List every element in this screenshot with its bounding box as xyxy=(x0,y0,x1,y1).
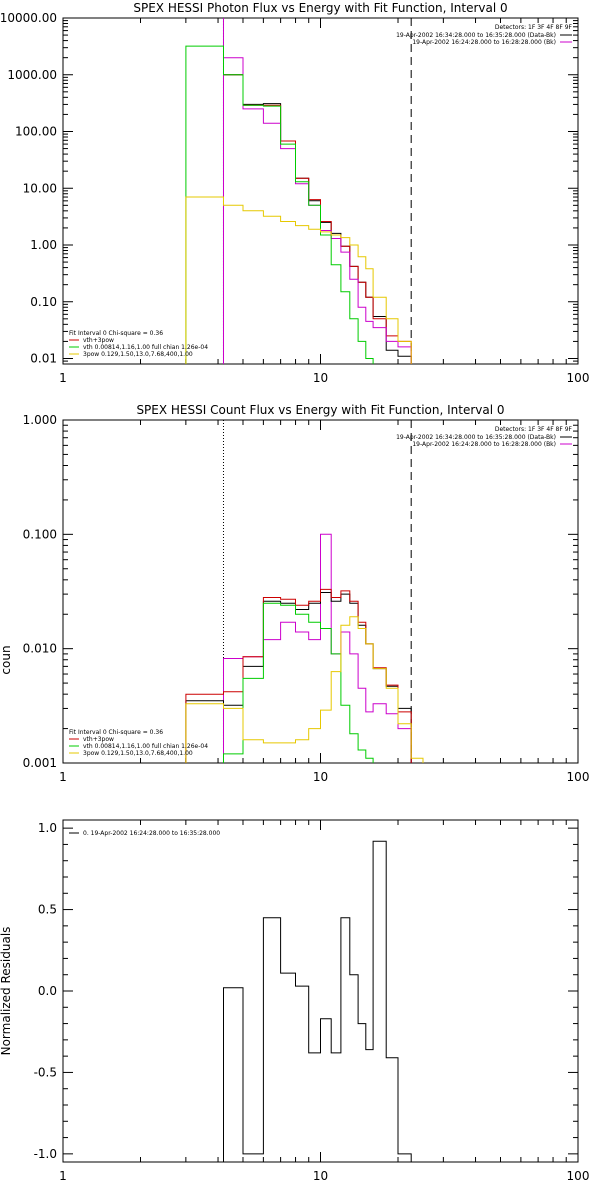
legend-right-entry: 19-Apr-2002 16:24:28.000 to 16:28:28.000… xyxy=(412,39,556,46)
y-tick-label: 0.10 xyxy=(30,295,57,309)
legend-right-entry: 19-Apr-2002 16:24:28.000 to 16:28:28.000… xyxy=(412,441,556,448)
y-tick-label: 0.100 xyxy=(23,527,57,541)
y-tick-label: -0.5 xyxy=(34,1065,57,1079)
series-line-0 xyxy=(223,840,412,1162)
plot-frame xyxy=(62,819,579,1163)
x-tick-label: 1 xyxy=(59,1169,67,1183)
series-line-3 xyxy=(185,45,374,364)
series-line-1 xyxy=(185,592,412,763)
chart-panel-1: SPEX HESSI Count Flux vs Energy with Fit… xyxy=(23,403,590,784)
legend-left-header: Fit Interval 0 Chi-square = 0.36 xyxy=(69,729,163,736)
x-tick-label: 100 xyxy=(567,770,590,784)
chart-panel-0: SPEX HESSI Photon Flux vs Energy with Fi… xyxy=(0,1,589,385)
y-tick-label: 1.000 xyxy=(23,413,57,427)
legend-left-entry: 0. 19-Apr-2002 16:24:28.000 to 16:35:28.… xyxy=(83,830,220,837)
series-line-1 xyxy=(223,74,412,364)
series-line-4 xyxy=(185,196,412,364)
legend-left-entry: vth 0.00814,1.16,1.00 full chian 1.26e-0… xyxy=(83,743,208,750)
y-axis-label-clipped: coun xyxy=(0,645,13,674)
y-tick-label: 1.0 xyxy=(38,821,57,835)
plot-frame xyxy=(62,17,579,365)
x-tick-label: 1 xyxy=(59,770,67,784)
legend-left-entry: 3pow 0.129,1.50,13.0,7.68,400,1.00 xyxy=(83,750,193,757)
y-tick-label: 10000.00 xyxy=(0,11,57,25)
chart-panel-2: 1 10 100 -1.0 -0.5 0.0 0.5 1.0 0. 19-Apr-2002 16… xyxy=(34,819,590,1183)
y-tick-label: 0.010 xyxy=(23,642,57,656)
legend-right-entry: 19-Apr-2002 16:34:28.000 to 16:35:28.000… xyxy=(396,32,556,39)
chart-title: SPEX HESSI Photon Flux vs Energy with Fi… xyxy=(133,1,507,15)
y-tick-label: 10.00 xyxy=(23,181,57,195)
y-tick-label: 0.5 xyxy=(38,903,57,917)
legend-left-entry: vth 0.00814,1.16,1.00 full chian 1.26e-0… xyxy=(83,344,208,351)
y-tick-label: 100.00 xyxy=(15,125,57,139)
x-tick-label: 100 xyxy=(567,1169,590,1183)
x-tick-label: 100 xyxy=(567,371,590,385)
series-line-2 xyxy=(223,57,412,364)
legend-right-entry: 19-Apr-2002 16:34:28.000 to 16:35:28.000… xyxy=(396,434,556,441)
x-tick-label: 1 xyxy=(59,371,67,385)
series-line-3 xyxy=(223,602,374,763)
y-tick-label: 1.00 xyxy=(30,238,57,252)
legend-left-header: Fit Interval 0 Chi-square = 0.36 xyxy=(69,330,163,337)
series-line-0 xyxy=(223,74,412,364)
legend-left-entry: vth+3pow xyxy=(83,337,114,344)
series-line-2 xyxy=(185,588,412,763)
legend-left-entry: vth+3pow xyxy=(83,736,114,743)
x-tick-label: 10 xyxy=(313,770,328,784)
y-axis-label: Normalized Residuals xyxy=(0,927,13,1056)
legend-left-entry: 3pow 0.129,1.50,13.0,7.68,400,1.00 xyxy=(83,351,193,358)
y-tick-label: 1000.00 xyxy=(7,68,57,82)
detectors-label: Detectors: 1F 3F 4F 8F 9F xyxy=(495,24,573,31)
y-tick-label: -1.0 xyxy=(34,1147,57,1161)
detectors-label: Detectors: 1F 3F 4F 8F 9F xyxy=(495,426,573,433)
y-tick-label: 0.01 xyxy=(30,352,57,366)
series-line-4 xyxy=(185,616,424,763)
y-tick-label: 0.001 xyxy=(23,756,57,770)
y-tick-label: 0.0 xyxy=(38,984,57,998)
x-tick-label: 10 xyxy=(313,1169,328,1183)
chart-title: SPEX HESSI Count Flux vs Energy with Fit… xyxy=(136,403,504,417)
x-tick-label: 10 xyxy=(313,371,328,385)
